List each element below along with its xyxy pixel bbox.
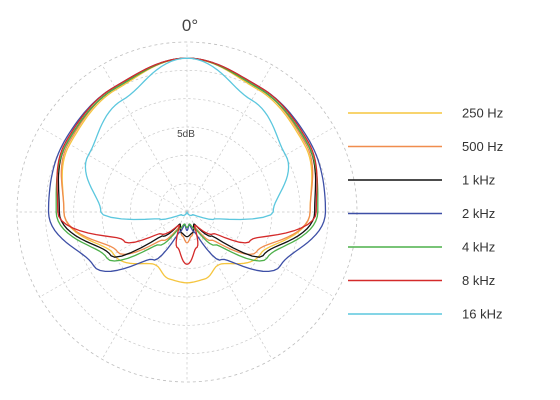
polar-curves xyxy=(47,57,327,284)
series-curve xyxy=(47,57,327,273)
grid-spoke xyxy=(186,211,273,360)
series-curve xyxy=(61,57,313,284)
series-curve xyxy=(55,57,319,262)
radial-label: 5dB xyxy=(177,129,195,140)
grid-spoke xyxy=(101,211,188,360)
legend-label: 500 Hz xyxy=(462,139,503,154)
grid-ring xyxy=(73,98,301,326)
legend-label: 1 kHz xyxy=(462,173,495,188)
legend: 250 Hz 500 Hz 1 kHz 2 kHz 4 kHz 8 kHz 16 kHz xyxy=(348,106,503,322)
series-curve xyxy=(60,57,314,256)
series-curve xyxy=(56,57,318,265)
grid-ring xyxy=(16,41,358,383)
legend-label: 2 kHz xyxy=(462,206,495,221)
grid-ring xyxy=(158,183,216,241)
angle-label: 0° xyxy=(182,16,198,35)
legend-label: 16 kHz xyxy=(462,307,502,322)
legend-label: 250 Hz xyxy=(462,106,503,121)
series-curve xyxy=(84,57,290,221)
legend-label: 8 kHz xyxy=(462,273,495,288)
legend-label: 4 kHz xyxy=(462,240,495,255)
